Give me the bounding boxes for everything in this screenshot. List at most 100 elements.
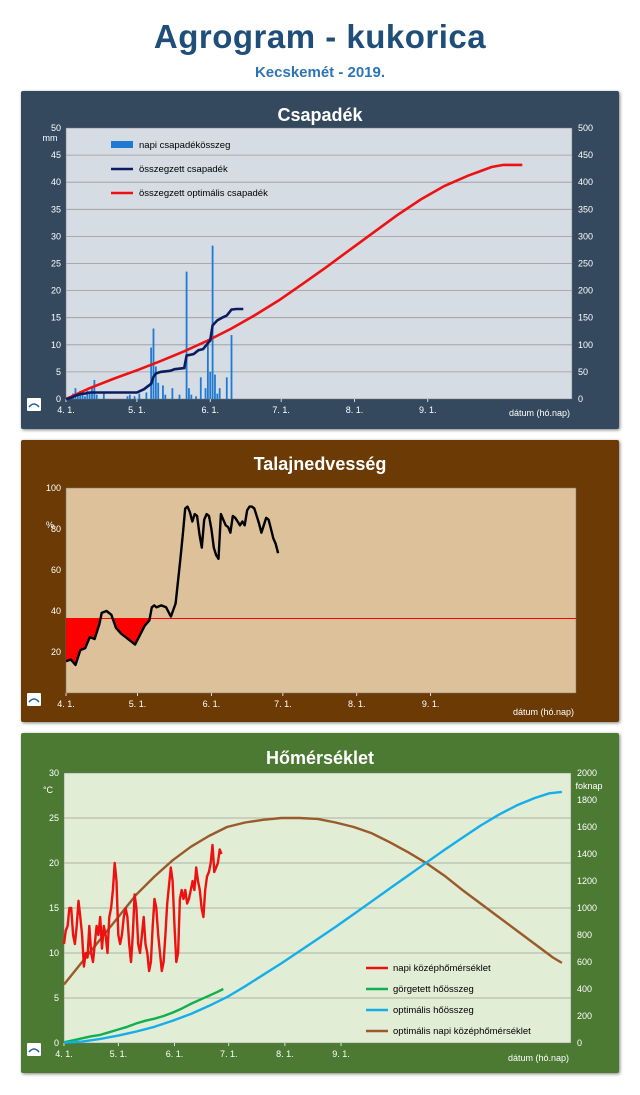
y-tick-label: 5 xyxy=(54,993,59,1003)
omsz-logo-3 xyxy=(27,1043,41,1056)
y2-tick-label: 100 xyxy=(578,340,593,350)
y2-tick-label: 500 xyxy=(578,123,593,133)
y2-tick-label: 150 xyxy=(578,313,593,323)
chart-title: Talajnedvesség xyxy=(254,454,387,474)
precip-bar xyxy=(84,396,86,399)
x-tick-label: 7. 1. xyxy=(220,1049,238,1059)
y2-tick-label: 1000 xyxy=(577,903,597,913)
y2-tick-label: 1400 xyxy=(577,849,597,859)
x-tick-label: 9. 1. xyxy=(332,1049,350,1059)
y-tick-label: 50 xyxy=(51,123,61,133)
soil-moisture-chart: Talajnedvesség 100 80 60 40 20% 4. 1. 5. 1. 6. 1… xyxy=(27,454,577,717)
y2-tick-label: 1200 xyxy=(577,876,597,886)
legend-label: görgetett hőösszeg xyxy=(393,984,474,995)
x-tick-label: 6. 1. xyxy=(201,405,219,415)
precip-bar xyxy=(86,390,89,399)
precip-bar xyxy=(195,396,197,399)
precip-bar xyxy=(162,385,164,399)
x-axis-label: dátum (hó.nap) xyxy=(508,1053,569,1063)
x-tick-label: 6. 1. xyxy=(166,1049,184,1059)
precip-bar xyxy=(214,374,216,399)
y-tick-label: 25 xyxy=(49,813,59,823)
y2-tick-label: 250 xyxy=(578,259,593,269)
x-tick-label: 7. 1. xyxy=(274,699,292,709)
deficit-area xyxy=(66,618,171,665)
y2-tick-label: 200 xyxy=(578,286,593,296)
page-title: Agrogram - kukorica xyxy=(153,18,487,55)
y-tick-label: 45 xyxy=(51,150,61,160)
line-daily-mean-temp xyxy=(62,843,223,973)
precip-bar xyxy=(185,271,188,399)
y-tick-label: 10 xyxy=(49,948,59,958)
y2-tick-label: 1800 xyxy=(577,795,597,805)
legend-label: összegzett optimális csapadék xyxy=(139,188,268,199)
y-axis-label: °C xyxy=(43,785,54,795)
chart-title: Hőmérséklet xyxy=(266,748,374,768)
precip-bar xyxy=(225,377,228,399)
legend-label: napi csapadékösszeg xyxy=(139,140,230,151)
x-tick-label: 5. 1. xyxy=(129,699,147,709)
precip-bar xyxy=(188,388,190,399)
x-tick-label: 5. 1. xyxy=(110,1049,128,1059)
y2-tick-label: 400 xyxy=(577,984,592,994)
y-tick-label: 15 xyxy=(51,313,61,323)
y-axis-label: % xyxy=(46,520,54,530)
y2-tick-label: 300 xyxy=(578,231,593,241)
x-tick-label: 8. 1. xyxy=(346,405,364,415)
y2-tick-label: 0 xyxy=(578,394,583,404)
y2-tick-label: 400 xyxy=(578,177,593,187)
y-tick-label: 35 xyxy=(51,204,61,214)
omsz-logo-mark xyxy=(28,403,40,408)
precip-bar xyxy=(190,394,193,399)
x-tick-label: 5. 1. xyxy=(128,405,146,415)
y-tick-label: 5 xyxy=(56,367,61,377)
y-tick-label: 60 xyxy=(51,565,61,575)
x-tick-label: 8. 1. xyxy=(348,699,366,709)
y2-tick-label: 1600 xyxy=(577,822,597,832)
precip-bar xyxy=(93,380,96,399)
precip-bar xyxy=(88,393,91,399)
line-soil-moisture xyxy=(65,505,280,667)
precip-bar xyxy=(150,347,153,399)
legend-label: összegzett csapadék xyxy=(139,164,228,175)
y2-tick-label: 0 xyxy=(577,1038,582,1048)
y-tick-label: 40 xyxy=(51,606,61,616)
omsz-logo-mark xyxy=(28,698,40,703)
omsz-logo-1 xyxy=(27,398,41,411)
y-tick-label: 80 xyxy=(51,524,61,534)
x-tick-label: 6. 1. xyxy=(203,699,221,709)
precip-bar xyxy=(199,377,202,399)
precip-bar xyxy=(138,393,141,399)
y-tick-label: 30 xyxy=(51,231,61,241)
x-tick-label: 4. 1. xyxy=(57,405,75,415)
y-tick-label: 0 xyxy=(56,394,61,404)
precip-bar xyxy=(133,396,136,399)
y-tick-label: 20 xyxy=(49,858,59,868)
y-tick-label: 100 xyxy=(46,483,61,493)
precip-bar xyxy=(126,396,129,399)
precip-bar xyxy=(209,371,212,399)
y-tick-label: 10 xyxy=(51,340,61,350)
precip-bar xyxy=(76,393,79,399)
y2-tick-label: 200 xyxy=(577,1011,592,1021)
precip-bar xyxy=(128,394,131,399)
precip-bar xyxy=(95,394,98,399)
chart-title: Csapadék xyxy=(277,105,363,125)
precipitation-chart: Csapadék50454035302520151050500450400350… xyxy=(27,105,593,418)
legend-label: optimális napi középhőmérséklet xyxy=(393,1026,531,1037)
precip-bar xyxy=(216,393,219,399)
y2-tick-label: 600 xyxy=(577,957,592,967)
precip-bar xyxy=(204,388,207,399)
precip-bar xyxy=(102,393,105,399)
precip-bar xyxy=(164,394,167,399)
precipitation-panel: Csapadék 50 45 40 35 30 25 20 15 10 5 0 500 450 400 350… xyxy=(21,91,619,429)
legend-label: napi középhőmérséklet xyxy=(393,963,491,974)
x-tick-label: 8. 1. xyxy=(276,1049,294,1059)
y-tick-label: 25 xyxy=(51,259,61,269)
y-tick-label: 15 xyxy=(49,903,59,913)
legend-label: optimális hőösszeg xyxy=(393,1005,474,1016)
precip-bar xyxy=(81,394,84,399)
precip-bar xyxy=(206,342,209,399)
x-tick-label: 4. 1. xyxy=(57,699,75,709)
x-tick-label: 4. 1. xyxy=(55,1049,73,1059)
